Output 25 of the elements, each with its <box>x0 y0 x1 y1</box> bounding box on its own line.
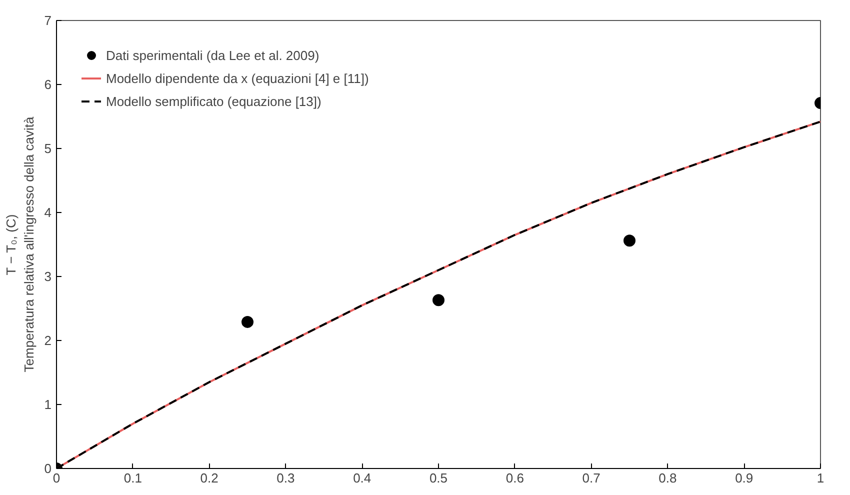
x-tick-label: 0.3 <box>276 470 295 486</box>
y-axis-title: T − T₀, (C) Temperatura relativa all'ingresso della cavità <box>3 116 36 372</box>
legend-label: Modello dipendente da x (equazioni [4] e [11]) <box>106 70 369 86</box>
y-tick-label: 2 <box>44 333 52 348</box>
point <box>624 234 636 247</box>
y-tick-label: 6 <box>44 77 52 92</box>
x-tick-label: 0.7 <box>582 470 600 486</box>
x-tick-label: 0.6 <box>506 470 524 486</box>
x-tick-label: 0.1 <box>124 470 142 486</box>
legend-label: Dati sperimentali (da Lee et al. 2009) <box>106 48 320 62</box>
y-tick-label: 0 <box>44 461 52 476</box>
y-tick-label: 1 <box>44 397 52 412</box>
point <box>432 294 444 306</box>
y-tick-label: 7 <box>44 13 52 28</box>
y-tick-label: 5 <box>44 141 52 156</box>
x-tick-label: 1 <box>816 470 824 486</box>
y-tick-label: 4 <box>44 205 52 220</box>
x-tick-label: 0.9 <box>735 470 754 486</box>
x-tick-label: 0.8 <box>658 470 677 486</box>
legend-label: Modello semplificato (equazione [13]) <box>106 94 322 108</box>
y-tick-label: 3 <box>44 269 52 284</box>
x-tick-label: 0.2 <box>200 470 218 486</box>
point <box>242 316 254 328</box>
x-tick-label: 0.5 <box>429 470 448 486</box>
x-tick-label: 0.4 <box>353 470 372 486</box>
